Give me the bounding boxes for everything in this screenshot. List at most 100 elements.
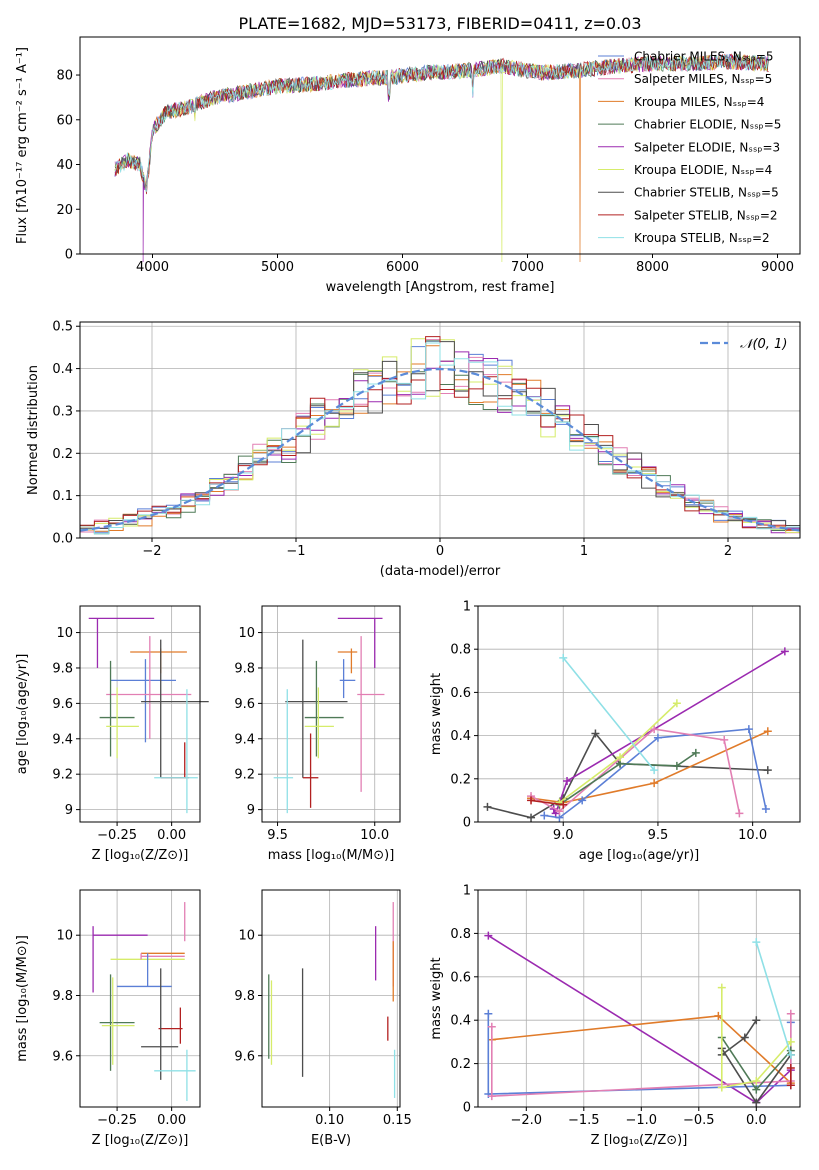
weight-marker-salpeter_stelib <box>527 796 536 805</box>
weight-marker-chabrier_miles <box>540 811 549 820</box>
weight-marker-chabrier_miles <box>578 796 587 805</box>
weight-vs-Z-panel: −2.0 −1.5 −1.0 −0.5 0.0 0 0.2 0.4 0.6 0.8 1 Z [log₁… <box>429 884 801 1148</box>
y-tick-label: 9.4 <box>234 732 255 747</box>
x-axis-label: age [log₁₀(age/yr)] <box>579 848 700 863</box>
x-axis-label: Z [log₁₀(Z/Z⊙)] <box>92 848 189 863</box>
y-tick-label: 60 <box>56 113 73 128</box>
weight-marker-chabrier_stelib <box>483 802 492 811</box>
y-tick-label: 0 <box>463 816 471 831</box>
x-axis-label: wavelength [Angstrom, rest frame] <box>326 280 555 295</box>
weight-line-salpeter_stelib <box>530 799 564 806</box>
weight-marker-salpeter_stelib <box>786 1081 795 1090</box>
weight-marker-kroupa_stelib <box>650 766 659 775</box>
weight-line-salpeter_elodie <box>487 934 792 1104</box>
x-tick-label: 6000 <box>386 260 419 275</box>
weight-marker-kroupa_stelib <box>752 938 761 947</box>
y-tick-label: 9.8 <box>234 989 255 1004</box>
x-tick-label: 0.00 <box>157 1113 186 1128</box>
weight-marker-kroupa_elodie <box>672 699 681 708</box>
weight-line-chabrier_miles <box>544 728 767 819</box>
weight-marker-salpeter_stelib <box>559 800 568 809</box>
x-tick-label: −1.0 <box>626 1113 658 1128</box>
x-tick-label: 9.0 <box>553 828 574 843</box>
y-tick-label: 9.8 <box>52 661 73 676</box>
y-tick-label: 0.2 <box>450 1057 471 1072</box>
y-tick-label: 1 <box>463 600 471 615</box>
x-tick-label: 4000 <box>136 260 169 275</box>
y-tick-label: 9.4 <box>52 732 73 747</box>
x-tick-label: −0.25 <box>97 1113 137 1128</box>
legend-label: Salpeter MILES, Nₛₛₚ=5 <box>634 72 772 86</box>
histogram-kroupa_stelib <box>80 342 800 535</box>
axes-frame <box>79 889 201 1108</box>
axes-frame <box>477 605 801 823</box>
y-tick-label: 9.8 <box>234 661 255 676</box>
y-tick-label: 0.8 <box>450 927 471 942</box>
y-tick-label: 0.3 <box>52 404 73 419</box>
age-vs-Z-panel: −0.25 0.00 9 9.2 9.4 9.6 9.8 10 Z [log₁₀(Z/Z⊙)] a… <box>15 605 209 863</box>
spectrum-panel: 4000 5000 6000 7000 8000 9000 0 20 40 60 80 wavelen… <box>15 36 801 295</box>
x-tick-label: 0.15 <box>383 1113 412 1128</box>
weight-marker-chabrier_miles <box>744 725 753 734</box>
y-tick-label: 20 <box>56 203 73 218</box>
y-axis-label: Normed distribution <box>26 365 41 495</box>
x-axis-label: E(B-V) <box>311 1133 351 1148</box>
weight-marker-chabrier_miles <box>653 733 662 742</box>
x-tick-label: −0.5 <box>683 1113 715 1128</box>
x-tick-label: −1 <box>286 544 305 559</box>
y-axis-label: mass weight <box>429 673 444 755</box>
x-tick-label: 8000 <box>636 260 669 275</box>
weight-marker-chabrier_stelib <box>591 729 600 738</box>
residuals-panel: −2 −1 0 1 2 0.0 0.1 0.2 0.3 0.4 0.5 (data-model)/er… <box>26 320 801 579</box>
mass-vs-Z-panel: −0.25 0.00 9.6 9.8 10 Z [log₁₀(Z/Z⊙)] mass [lo… <box>15 889 201 1148</box>
y-tick-label: 0.1 <box>52 489 73 504</box>
x-tick-label: 2 <box>724 544 732 559</box>
figure-title: PLATE=1682, MJD=53173, FIBERID=0411, z=0… <box>238 14 641 33</box>
x-tick-label: 1 <box>580 544 588 559</box>
y-tick-label: 0.2 <box>52 447 73 462</box>
weight-marker-salpeter_miles <box>720 735 729 744</box>
weight-marker-chabrier_stelib <box>763 766 772 775</box>
x-tick-label: −2.0 <box>511 1113 543 1128</box>
legend-label: Salpeter STELIB, Nₛₛₚ=2 <box>634 208 778 222</box>
y-tick-label: 0.4 <box>450 1014 471 1029</box>
weight-marker-kroupa_elodie <box>717 983 726 992</box>
weight-marker-salpeter_miles <box>786 1009 795 1018</box>
legend-label: Chabrier ELODIE, Nₛₛₚ=5 <box>634 118 781 132</box>
y-tick-label: 9.6 <box>234 1049 255 1064</box>
x-tick-label: 0.10 <box>315 1113 344 1128</box>
axes-frame <box>261 605 401 823</box>
y-tick-label: 9.2 <box>52 768 73 783</box>
x-tick-label: 10.0 <box>360 828 389 843</box>
weight-line-chabrier_elodie <box>558 752 697 806</box>
weight-marker-chabrier_miles <box>761 805 770 814</box>
weight-marker-chabrier_stelib <box>752 1016 761 1025</box>
y-tick-label: 80 <box>56 69 73 84</box>
y-tick-label: 0.8 <box>450 643 471 658</box>
y-tick-label: 9.2 <box>234 768 255 783</box>
legend-label: Kroupa ELODIE, Nₛₛₚ=4 <box>634 163 772 177</box>
weight-line-kroupa_miles <box>530 730 769 804</box>
y-tick-label: 9.6 <box>52 1049 73 1064</box>
x-axis-label: (data-model)/error <box>380 564 501 579</box>
legend-label: Kroupa MILES, Nₛₛₚ=4 <box>634 95 764 109</box>
spectrum-line-kroupa_stelib <box>114 54 769 193</box>
legend-label: Kroupa STELIB, Nₛₛₚ=2 <box>634 231 770 245</box>
x-tick-label: 9000 <box>761 260 794 275</box>
y-tick-label: 0 <box>463 1101 471 1116</box>
x-tick-label: 0.00 <box>157 828 186 843</box>
weight-marker-kroupa_miles <box>650 779 659 788</box>
weight-marker-chabrier_elodie <box>691 748 700 757</box>
y-tick-label: 0.0 <box>52 532 73 547</box>
weight-marker-kroupa_miles <box>763 727 772 736</box>
x-tick-label: −1.5 <box>568 1113 600 1128</box>
y-tick-label: 9 <box>247 803 255 818</box>
weight-marker-kroupa_elodie <box>752 1076 761 1085</box>
x-axis-label: mass [log₁₀(M/M⊙)] <box>268 848 395 863</box>
y-tick-label: 9.6 <box>234 697 255 712</box>
weight-line-kroupa_stelib <box>562 657 655 771</box>
x-tick-label: 10.0 <box>738 828 767 843</box>
x-tick-label: 0 <box>436 544 444 559</box>
axes-frame <box>261 889 401 1108</box>
